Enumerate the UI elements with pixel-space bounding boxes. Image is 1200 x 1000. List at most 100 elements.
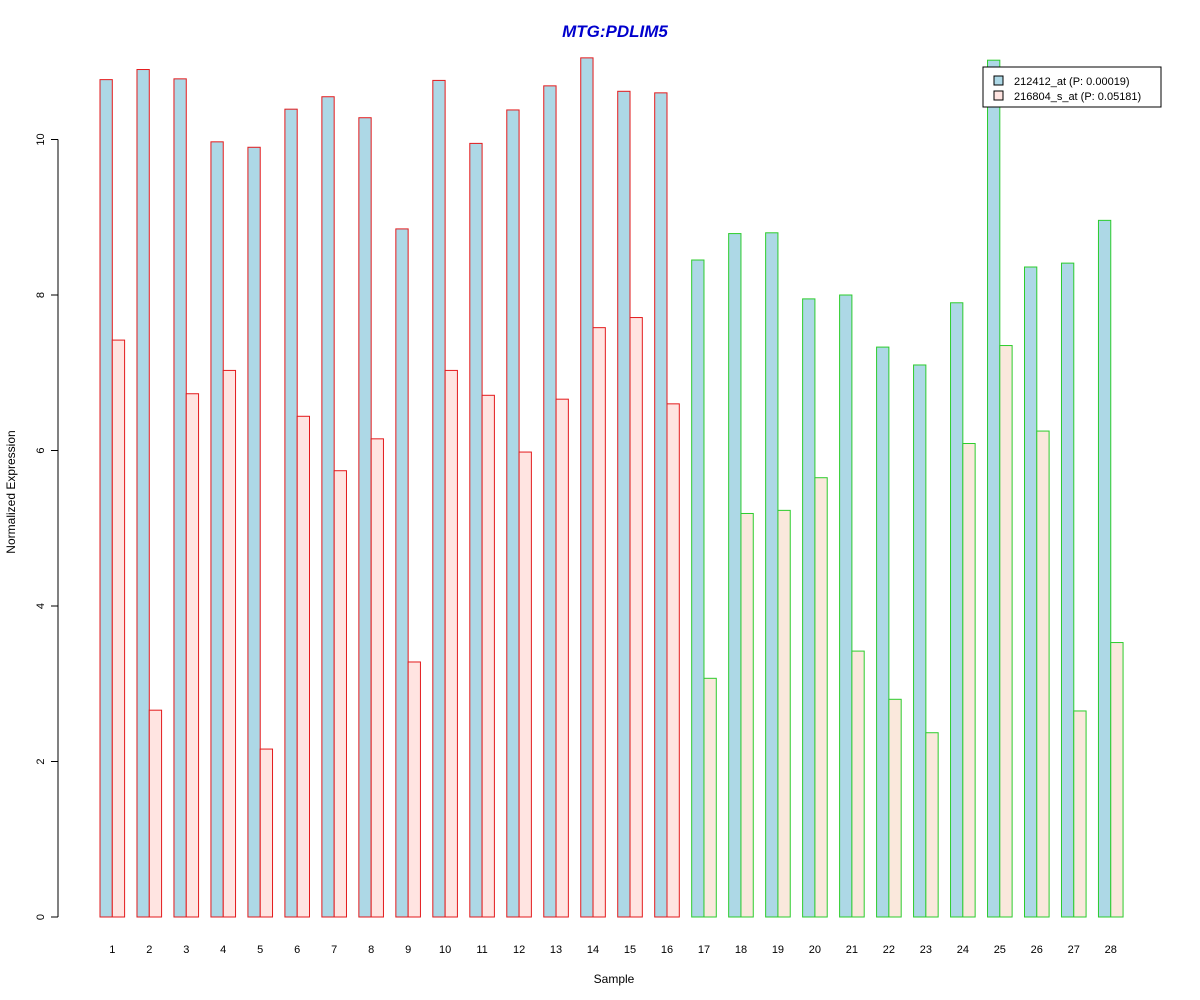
legend-label-series-1: 212412_at (P: 0.00019) <box>1014 76 1130 88</box>
legend-label-series-2: 216804_s_at (P: 0.05181) <box>1014 91 1141 103</box>
bar-sample-19-series-2 <box>777 509 791 918</box>
bar-sample-17-series-1 <box>691 259 705 918</box>
x-tick-label: 10 <box>439 944 451 956</box>
bar-sample-27-series-2 <box>1073 710 1087 918</box>
bar-sample-16-series-1 <box>654 92 668 918</box>
x-tick-label: 6 <box>294 944 300 956</box>
bar-sample-15-series-1 <box>617 90 631 918</box>
x-tick-label: 20 <box>809 944 821 956</box>
bar-sample-13-series-1 <box>543 85 557 918</box>
bar-sample-3-series-2 <box>185 393 200 918</box>
x-tick-label: 11 <box>476 944 487 956</box>
bar-sample-18-series-1 <box>728 233 742 918</box>
x-tick-label: 26 <box>1031 944 1043 956</box>
bar-sample-27-series-1 <box>1060 262 1075 918</box>
bar-sample-26-series-2 <box>1036 430 1050 918</box>
bar-sample-9-series-1 <box>395 228 409 918</box>
bar-sample-5-series-1 <box>247 146 261 918</box>
bar-sample-25-series-2 <box>999 345 1013 918</box>
bar-sample-6-series-1 <box>284 108 298 918</box>
x-tick-label: 23 <box>920 944 932 956</box>
bar-sample-12-series-2 <box>518 451 532 918</box>
y-tick-label: 4 <box>35 603 47 609</box>
x-tick-label: 1 <box>109 944 115 956</box>
bar-sample-25-series-1 <box>987 59 1001 918</box>
x-tick-label: 25 <box>994 944 1006 956</box>
x-tick-labels: 1 2 3 4 5 6 7 8 9 10 11 12 13 14 15 16 17 18 19 20 21 22 23 24 2… <box>109 944 1117 956</box>
bar-sample-4-series-1 <box>210 141 224 918</box>
x-tick-label: 19 <box>772 944 784 956</box>
bar-sample-15-series-2 <box>629 317 643 918</box>
bar-sample-24-series-2 <box>962 443 976 918</box>
x-tick-label: 22 <box>883 944 895 956</box>
x-tick-label: 27 <box>1068 944 1080 956</box>
bar-sample-1-series-1 <box>99 79 113 918</box>
bar-sample-22-series-1 <box>876 346 890 918</box>
bar-sample-22-series-2 <box>888 698 902 918</box>
bar-sample-7-series-1 <box>321 96 335 918</box>
bar-sample-12-series-1 <box>506 109 520 918</box>
bar-sample-26-series-1 <box>1024 266 1038 918</box>
bar-sample-23-series-2 <box>925 732 939 918</box>
bar-sample-28-series-2 <box>1110 642 1124 918</box>
bar-sample-10-series-2 <box>444 369 458 918</box>
x-tick-label: 8 <box>368 944 374 956</box>
bar-sample-20-series-2 <box>814 477 828 918</box>
y-tick-label: 8 <box>35 292 47 298</box>
bar-sample-20-series-1 <box>802 298 816 918</box>
bar-sample-13-series-2 <box>555 398 569 918</box>
bar-sample-17-series-2 <box>703 677 717 918</box>
x-axis-title: Sample <box>594 972 635 986</box>
y-tick-label: 0 <box>35 914 47 920</box>
bar-sample-19-series-1 <box>765 232 779 918</box>
x-tick-label: 17 <box>698 944 710 956</box>
bar-sample-16-series-2 <box>666 403 680 918</box>
bar-sample-21-series-1 <box>839 294 853 918</box>
x-tick-label: 21 <box>846 944 858 956</box>
bars <box>99 57 1124 918</box>
y-tick-label: 6 <box>35 447 47 453</box>
x-tick-label: 7 <box>331 944 337 956</box>
bar-sample-11-series-2 <box>481 394 495 918</box>
x-tick-label: 14 <box>587 944 599 956</box>
legend-swatch-series-2 <box>993 90 1004 101</box>
y-tick-label: 2 <box>35 758 47 764</box>
bar-sample-8-series-2 <box>370 438 384 918</box>
bar-sample-21-series-2 <box>851 650 865 918</box>
legend-box <box>982 66 1162 108</box>
y-axis-title: Normalized Expression <box>4 430 18 553</box>
bar-sample-9-series-2 <box>407 661 421 918</box>
bar-sample-2-series-2 <box>148 709 163 918</box>
x-tick-label: 15 <box>624 944 636 956</box>
bar-sample-14-series-2 <box>592 327 606 918</box>
bar-sample-24-series-1 <box>950 302 964 918</box>
bar-sample-11-series-1 <box>469 142 483 918</box>
y-axis: 0 2 4 6 8 10 <box>35 133 59 920</box>
x-tick-label: 24 <box>957 944 969 956</box>
bar-sample-3-series-1 <box>173 78 187 918</box>
x-tick-label: 13 <box>550 944 562 956</box>
chart-title: MTG:PDLIM5 <box>562 22 668 41</box>
x-tick-label: 9 <box>405 944 411 956</box>
bar-sample-5-series-2 <box>259 748 274 918</box>
y-tick-label: 10 <box>35 133 47 145</box>
bar-sample-28-series-1 <box>1097 219 1112 918</box>
bar-sample-7-series-2 <box>333 470 347 918</box>
bar-sample-23-series-1 <box>913 364 927 918</box>
x-tick-label: 2 <box>146 944 152 956</box>
x-tick-label: 18 <box>735 944 747 956</box>
x-tick-label: 16 <box>661 944 673 956</box>
bar-sample-4-series-2 <box>222 369 237 918</box>
x-tick-label: 4 <box>220 944 226 956</box>
bar-sample-1-series-2 <box>111 339 126 918</box>
x-tick-label: 28 <box>1105 944 1117 956</box>
bar-sample-8-series-1 <box>358 117 372 918</box>
bar-sample-2-series-1 <box>136 69 150 918</box>
bar-sample-10-series-1 <box>432 79 446 918</box>
bar-sample-6-series-2 <box>296 415 311 918</box>
bar-sample-18-series-2 <box>740 512 754 918</box>
legend-swatch-series-1 <box>993 75 1004 86</box>
x-tick-label: 3 <box>183 944 189 956</box>
x-tick-label: 12 <box>513 944 525 956</box>
